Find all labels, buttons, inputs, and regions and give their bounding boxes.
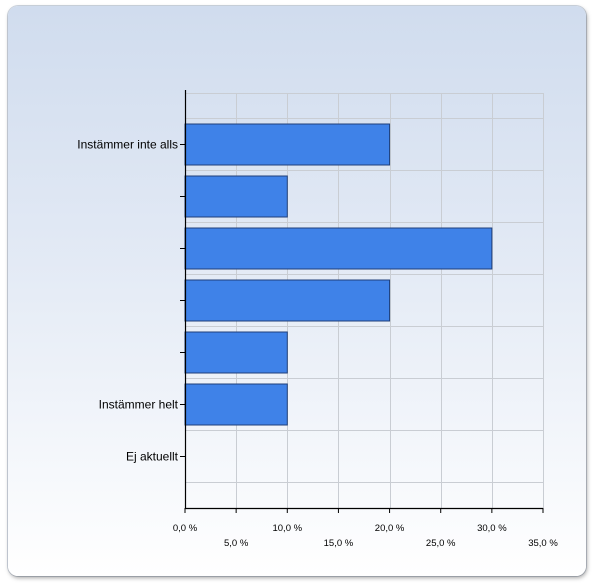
x-tick-label: 0,0 % — [173, 523, 198, 534]
x-tick-label: 35,0 % — [528, 538, 558, 549]
x-tick-label: 25,0 % — [426, 538, 456, 549]
bar — [184, 227, 493, 270]
bar — [184, 279, 391, 322]
y-tick-label: Ej aktuellt — [126, 450, 179, 464]
x-tick-label: 15,0 % — [324, 538, 354, 549]
y-tick-label: Instämmer inte alls — [77, 138, 178, 152]
x-tick-label: 10,0 % — [272, 523, 302, 534]
bar — [184, 175, 288, 218]
bar — [184, 383, 288, 426]
bar — [184, 123, 391, 166]
y-tick-label: Instämmer helt — [99, 398, 179, 412]
x-tick-label: 30,0 % — [477, 523, 507, 534]
x-tick-label: 5,0 % — [224, 538, 249, 549]
bar — [184, 331, 288, 374]
x-tick-label: 20,0 % — [375, 523, 405, 534]
